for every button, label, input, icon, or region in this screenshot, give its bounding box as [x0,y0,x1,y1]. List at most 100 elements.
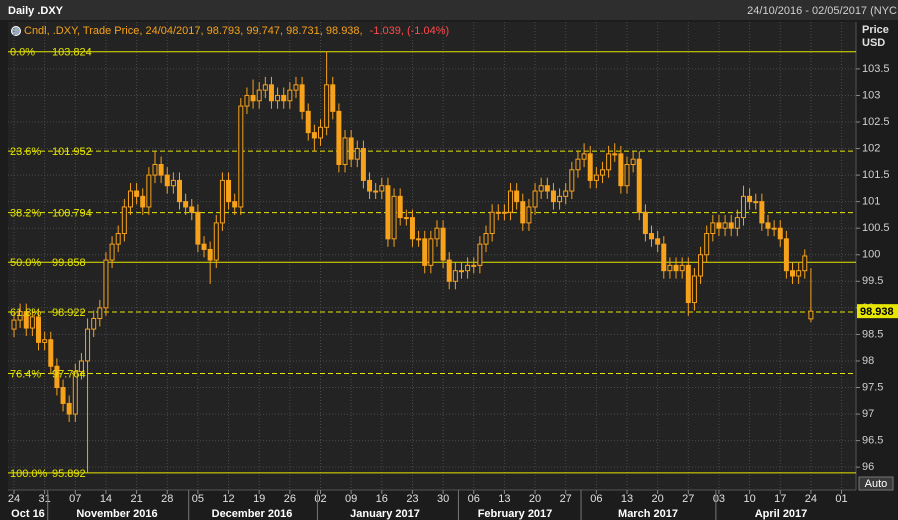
candle-body [796,270,802,277]
candle-body [36,316,42,343]
candle-body [342,137,348,165]
x-tick-label: 02 [314,493,326,505]
header-bar [0,0,898,20]
y-tick-label: 102.5 [862,116,890,128]
candle-body [471,264,477,267]
candle-body [409,217,415,240]
candle-body [416,238,422,241]
x-tick-label: 14 [100,493,112,505]
candle-body [207,248,213,261]
candle-body [54,365,60,389]
y-tick-label: 99.5 [862,275,883,287]
candle-body [606,153,612,171]
candle-body [78,360,84,373]
candle-body [60,387,66,404]
candle-body [618,153,624,187]
candle-body [465,264,471,272]
candle-body [704,233,710,256]
candle-body [367,179,373,192]
candle-body [403,217,409,220]
candle-body [569,169,575,192]
candle-body [661,243,667,272]
legend-icon[interactable] [11,26,21,36]
x-tick-label: 13 [498,493,510,505]
candle-body [808,310,814,320]
candle-body [440,227,446,261]
candle-body [477,243,483,266]
month-label: November 2016 [76,508,157,520]
y-tick-label: 103 [862,89,880,101]
candle-body [728,222,734,229]
candle-body [262,84,268,91]
candle-body [740,195,746,219]
candle-body [127,190,133,208]
fib-value: 98.922 [52,307,86,319]
candle-body [557,195,563,203]
y-tick-label: 96.5 [862,435,883,447]
candle-body [710,222,716,235]
candle-body [495,211,501,214]
x-tick-label: 24 [805,493,817,505]
candle-body [232,201,238,208]
candle-body [305,110,311,134]
candle-body [17,311,23,321]
candle-body [508,190,514,213]
candle-body [667,264,673,272]
month-label: December 2016 [212,508,293,520]
candle-body [759,201,765,224]
month-label: January 2017 [350,508,420,520]
candle-body [219,179,225,224]
auto-button-label[interactable]: Auto [865,478,888,490]
chart-title: Daily .DXY [8,5,64,17]
candle-body [501,211,507,214]
y-tick-label: 100 [862,249,880,261]
x-tick-label: 30 [437,493,449,505]
x-tick-label: 06 [590,493,602,505]
candle-body [747,195,753,203]
candle-body [336,110,342,165]
y-tick-label: 101 [862,196,880,208]
x-tick-label: 24 [8,493,20,505]
candle-body [11,319,17,330]
candle-body [649,233,655,240]
candle-body [373,190,379,193]
candle-body [281,94,287,102]
x-tick-label: 27 [682,493,694,505]
candle-body [121,206,127,235]
x-tick-label: 09 [345,493,357,505]
candle-body [434,227,440,240]
x-tick-label: 27 [560,493,572,505]
candle-body [348,137,354,160]
candle-body [452,270,458,282]
candle-body [802,255,808,272]
auto-button[interactable] [858,476,894,491]
candle-body [91,317,97,330]
x-tick-label: 16 [376,493,388,505]
candle-body [134,190,140,197]
candle-body [213,222,219,261]
candle-body [722,222,728,229]
candle-body [201,243,207,250]
month-label: April 2017 [755,508,808,520]
candle-body [532,190,538,208]
candle-body [360,148,366,181]
fib-percent: 50.0% [10,257,41,269]
candle-body [170,179,176,187]
y-axis-panel [856,22,898,490]
candle-body [23,311,29,329]
x-tick-label: 06 [468,493,480,505]
y-tick-label: 101.5 [862,169,890,181]
candle-body [489,211,495,235]
fib-value: 100.794 [52,207,92,219]
candle-body [140,195,146,208]
candle-body [673,264,679,272]
candle-body [385,185,391,240]
x-tick-label: 01 [835,493,847,505]
candle-body [563,190,569,197]
candle-body [164,174,170,187]
candle-body [42,339,48,343]
candle-body [685,264,691,304]
candle-body [630,158,636,165]
candle-body [428,238,434,266]
candle-body [753,201,759,204]
